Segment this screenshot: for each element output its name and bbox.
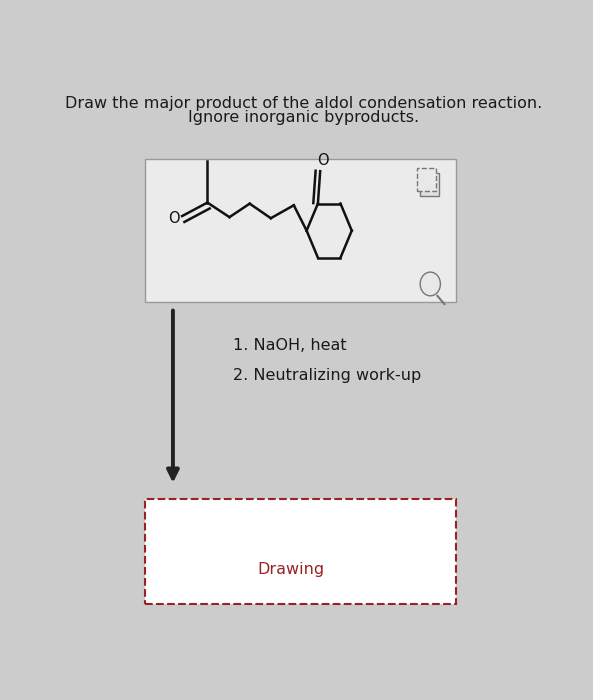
Bar — [420, 174, 439, 196]
Text: O: O — [317, 153, 329, 168]
FancyArrowPatch shape — [168, 311, 178, 478]
Circle shape — [420, 272, 441, 296]
Bar — [416, 168, 436, 190]
Bar — [145, 499, 455, 604]
Text: Draw the major product of the aldol condensation reaction.: Draw the major product of the aldol cond… — [65, 97, 543, 111]
Text: Ignore inorganic byproducts.: Ignore inorganic byproducts. — [189, 111, 419, 125]
Text: 1. NaOH, heat: 1. NaOH, heat — [232, 338, 346, 353]
Text: O: O — [168, 211, 180, 226]
Text: 2. Neutralizing work-up: 2. Neutralizing work-up — [232, 368, 421, 383]
Bar — [145, 160, 455, 302]
Text: Drawing: Drawing — [257, 562, 325, 577]
